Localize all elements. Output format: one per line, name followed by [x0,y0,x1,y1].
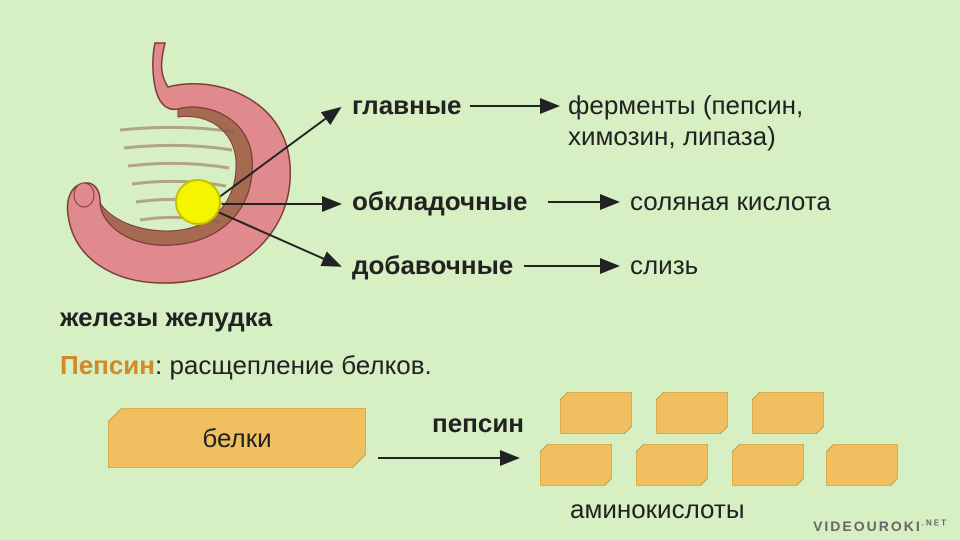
watermark-suffix: .NET [922,518,948,527]
product-label-2: слизь [630,250,698,281]
amino-block-2 [752,392,824,434]
cell-type-label-2: добавочные [352,250,513,281]
amino-block-4 [636,444,708,486]
amino-block-5 [732,444,804,486]
amino-block-3 [540,444,612,486]
cell-type-label-0: главные [352,90,462,121]
amino-block-0 [560,392,632,434]
gland-caption: железы желудка [60,302,272,333]
watermark-text: VIDEOUROKI [813,518,922,534]
amino-block-1 [656,392,728,434]
pepsin-definition: Пепсин: расщепление белков. [60,350,432,381]
watermark: VIDEOUROKI.NET [813,518,948,534]
amino-caption: аминокислоты [570,494,745,525]
pepsin-word: Пепсин [60,350,155,380]
pepsin-arrow-label: пепсин [432,408,524,439]
pepsin-rest: : расщепление белков. [155,350,432,380]
amino-block-6 [826,444,898,486]
protein-label: белки [108,408,366,468]
cell-type-label-1: обкладочные [352,186,527,217]
product-label-1: соляная кислота [630,186,831,217]
product-label-0: ферменты (пепсин, химозин, липаза) [568,90,803,152]
